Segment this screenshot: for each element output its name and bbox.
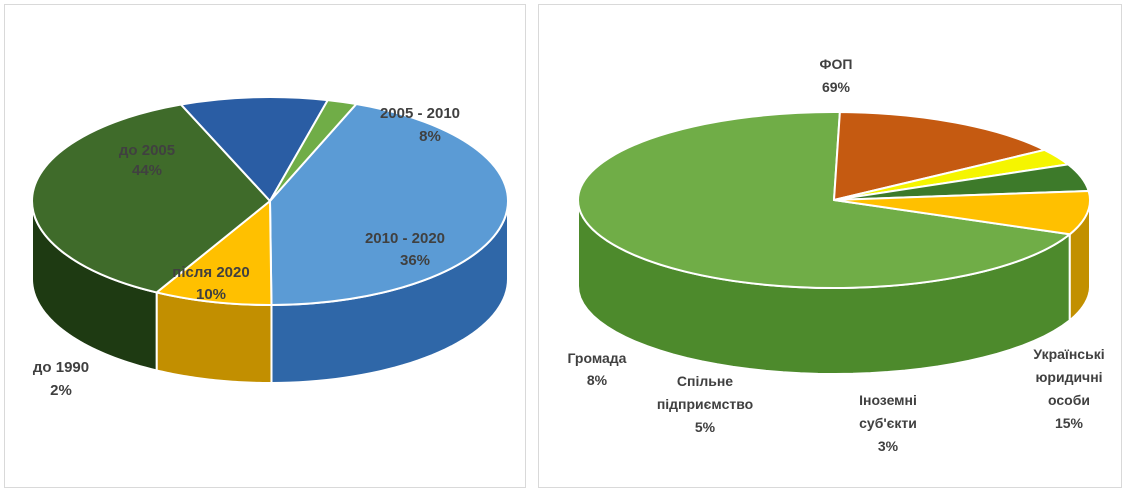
pie-chart-left: до 2005 44% 2005 - 2010 8% 2010 - 2020 3… xyxy=(31,96,509,399)
pie-chart-right: ФОП 69% Українські юридичні особи 15% Ін… xyxy=(568,56,1105,454)
slice-label-percent: 44% xyxy=(132,162,162,179)
slice-label-category: після 2020 xyxy=(172,264,249,281)
pie-chart-panel-right: ФОП 69% Українські юридичні особи 15% Ін… xyxy=(538,4,1122,488)
pie-slice xyxy=(31,103,271,294)
slice-label-percent: 8% xyxy=(419,128,441,145)
slice-label-category-line: Іноземні xyxy=(859,392,917,408)
slice-label-percent: 3% xyxy=(878,438,899,454)
slice-label-percent: 2% xyxy=(50,382,72,399)
pie-slice-side xyxy=(155,291,273,384)
slice-label-category: 2005 - 2010 xyxy=(380,105,460,122)
slice-label-category: ФОП xyxy=(820,56,853,72)
slice-label-category-line: Громада xyxy=(568,350,627,366)
slice-label-percent: 10% xyxy=(196,286,226,303)
pie-slice xyxy=(577,111,1071,289)
pie-slice xyxy=(269,103,509,306)
slice-label-category-line: Українські xyxy=(1033,346,1104,362)
pie-slice xyxy=(833,111,1046,201)
slice-label-category: 2010 - 2020 xyxy=(365,230,445,247)
pie-slice xyxy=(180,96,329,202)
slice-label-percent: 5% xyxy=(695,419,716,435)
slice-label-category-line: Спільне xyxy=(677,373,733,389)
pie-slice xyxy=(833,189,1091,236)
slice-label-percent: 15% xyxy=(1055,415,1084,431)
slice-label-category-line: особи xyxy=(1048,392,1090,408)
slice-label-percent: 8% xyxy=(587,372,608,388)
pie-slice xyxy=(269,99,358,202)
slice-label-category-line: юридичні xyxy=(1035,369,1102,385)
pie-slice xyxy=(155,200,273,307)
slice-label-category: до 2005 xyxy=(119,142,175,159)
slice-label-category-line: суб'єкти xyxy=(859,415,917,431)
slice-label-category-line: підприємство xyxy=(657,396,753,412)
slice-label-category: до 1990 xyxy=(33,359,89,376)
pie-chart-panel-left: до 2005 44% 2005 - 2010 8% 2010 - 2020 3… xyxy=(4,4,526,488)
slice-label-percent: 36% xyxy=(400,252,430,269)
slice-label-percent: 69% xyxy=(822,79,851,95)
